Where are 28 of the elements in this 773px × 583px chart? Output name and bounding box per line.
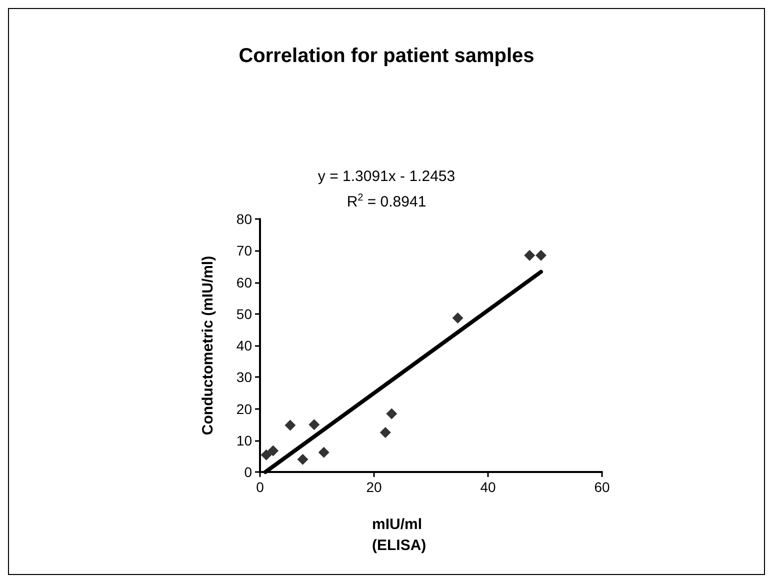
chart-title: Correlation for patient samples	[238, 45, 534, 67]
x-tick-label: 40	[480, 479, 496, 495]
point	[536, 250, 547, 261]
point	[386, 408, 398, 420]
point	[380, 426, 391, 438]
text: y = 1.3091x - 1.2453	[318, 168, 456, 185]
y-tick-label: 50	[236, 306, 252, 322]
y-axis-title: Conductometric (mIU/ml)	[200, 256, 216, 436]
point	[297, 454, 308, 465]
point	[452, 312, 464, 324]
point	[284, 420, 296, 431]
y-tick-label: 80	[236, 211, 252, 227]
point	[318, 446, 330, 458]
x-tick-label: 60	[594, 479, 610, 495]
y-tick-label: 30	[236, 369, 252, 386]
point	[308, 419, 320, 430]
point	[260, 449, 272, 460]
y-tick-label: 10	[236, 432, 252, 448]
x-axis-title: mIU/ml (ELISA)	[372, 516, 426, 554]
x-tick-label: 0	[256, 479, 264, 495]
y-tick-label: 60	[236, 274, 252, 290]
y-tick-label: 20	[236, 400, 252, 417]
point	[268, 445, 279, 456]
y-tick-label: 40	[236, 338, 252, 354]
point	[524, 250, 536, 261]
x-tick-label: 20	[366, 479, 382, 495]
y-tick-label: 70	[236, 242, 252, 259]
y-tick-label: 0	[244, 464, 252, 480]
